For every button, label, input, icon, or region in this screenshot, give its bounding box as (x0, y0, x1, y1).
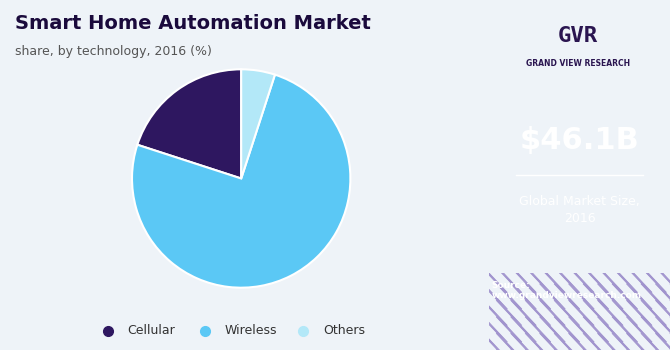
Text: Source:
www.grandviewresearch.com: Source: www.grandviewresearch.com (492, 281, 642, 300)
Wedge shape (137, 69, 241, 178)
Text: $46.1B: $46.1B (520, 126, 639, 154)
Text: Wireless: Wireless (225, 324, 277, 337)
Text: Global Market Size,
2016: Global Market Size, 2016 (519, 195, 640, 225)
Text: share, by technology, 2016 (%): share, by technology, 2016 (%) (15, 46, 212, 58)
Text: GRAND VIEW RESEARCH: GRAND VIEW RESEARCH (526, 59, 630, 68)
Wedge shape (132, 75, 350, 288)
Text: GVR: GVR (558, 26, 598, 46)
Text: Cellular: Cellular (127, 324, 175, 337)
Text: Smart Home Automation Market: Smart Home Automation Market (15, 14, 371, 33)
Text: Others: Others (323, 324, 364, 337)
Wedge shape (241, 69, 275, 178)
